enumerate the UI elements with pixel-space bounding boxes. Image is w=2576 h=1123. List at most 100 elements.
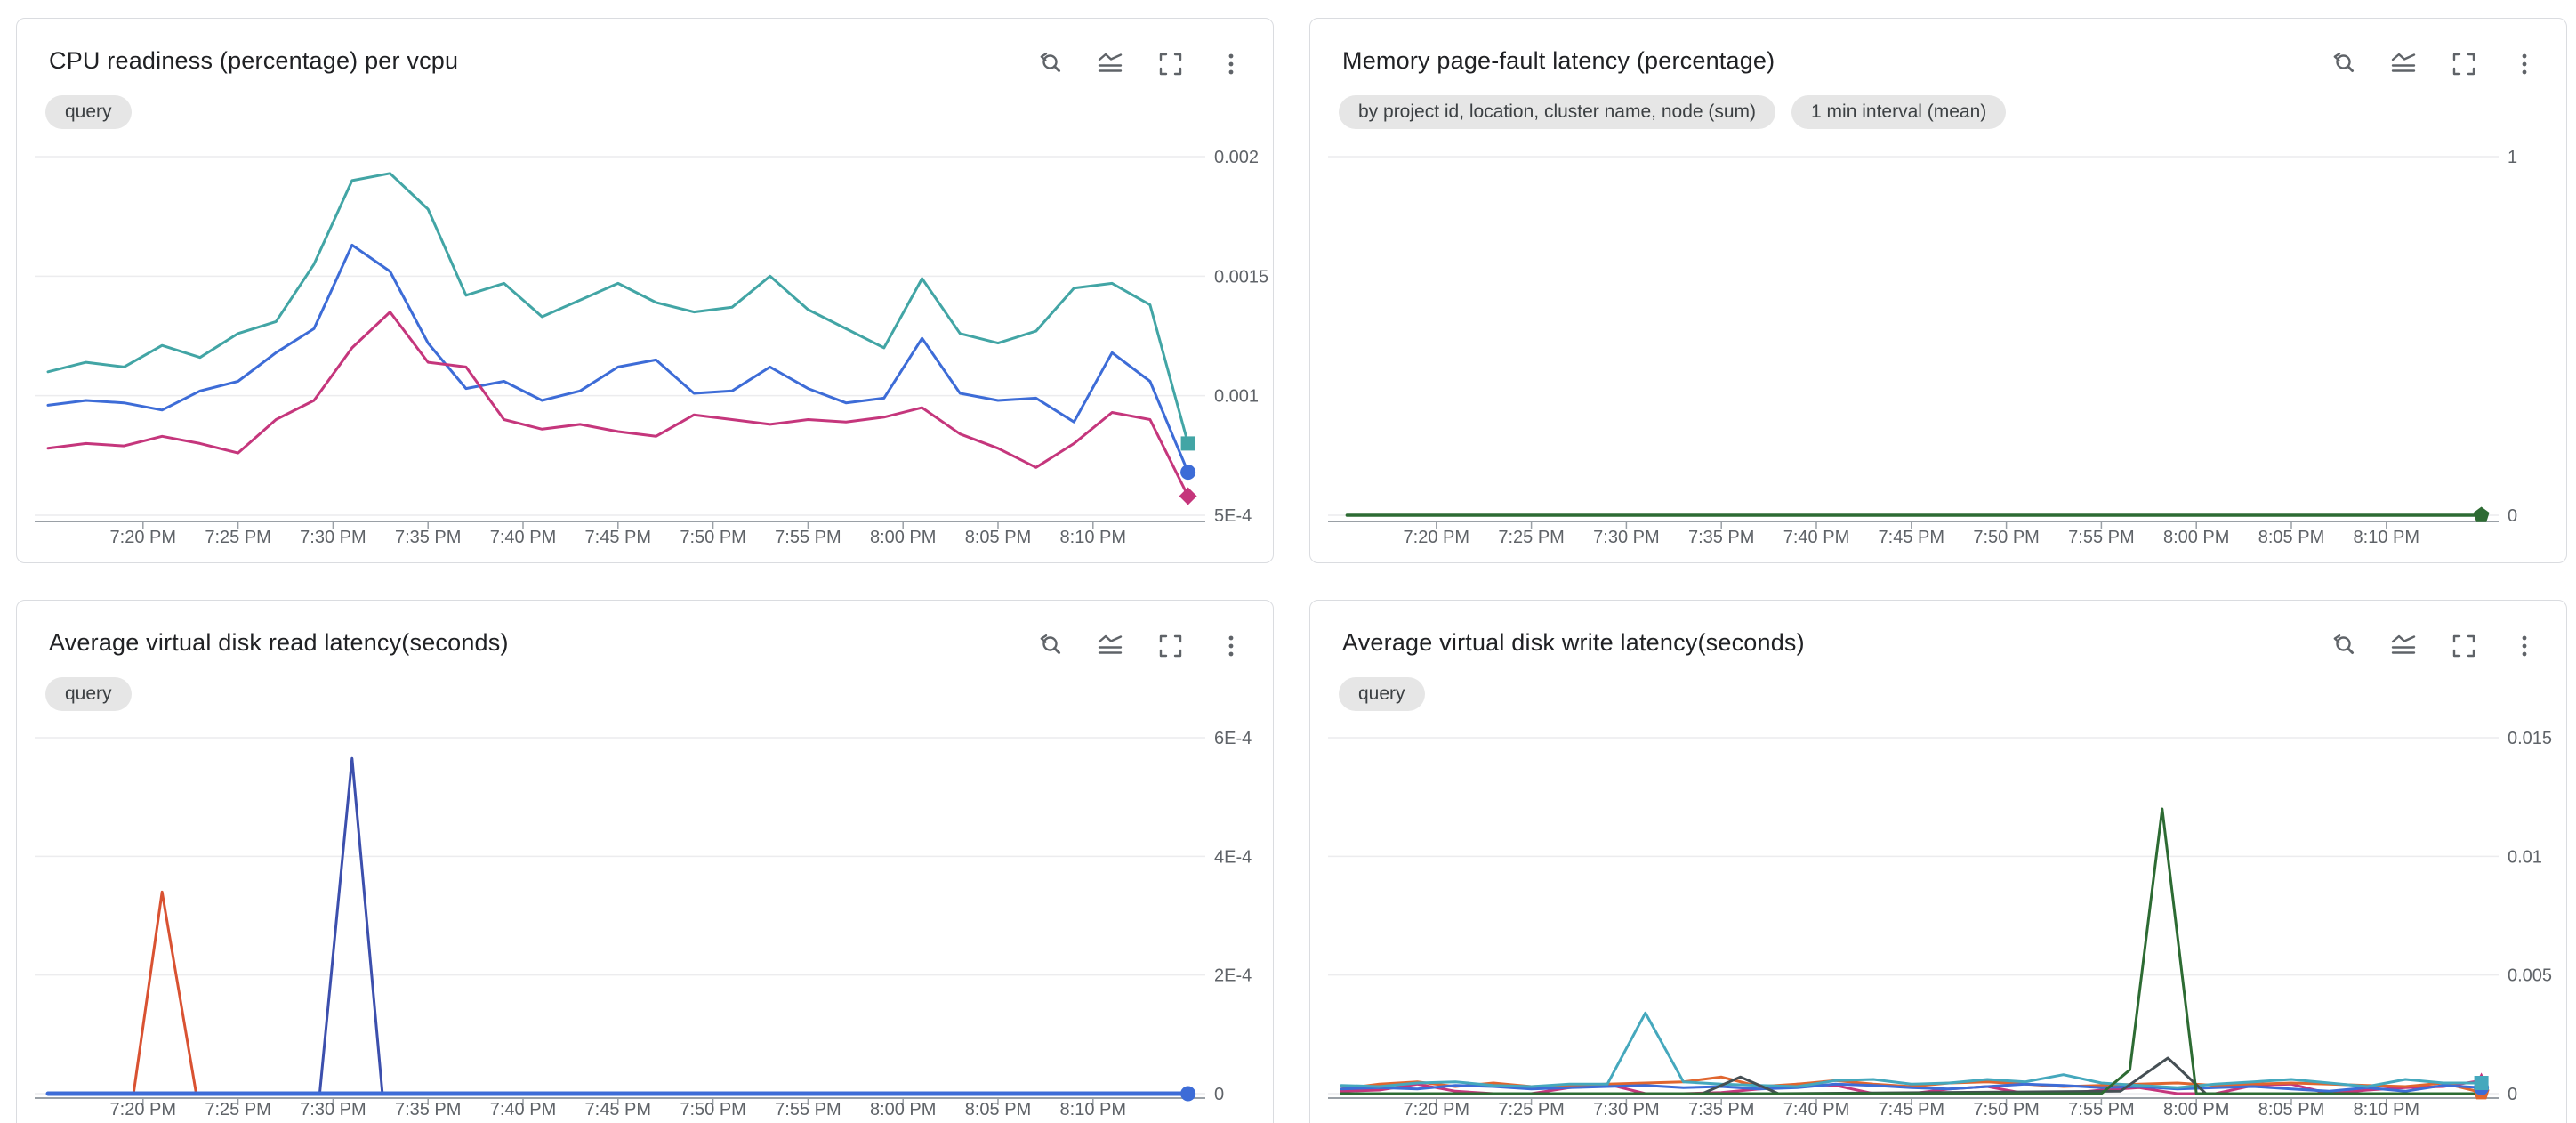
x-tick-label: 7:25 PM [205,528,270,547]
panel-toolbar [1034,631,1246,661]
zoom-reset-icon [2333,53,2354,72]
x-tick-label: 7:45 PM [585,1100,651,1119]
panel-disk-write-latency: 0.015 0.01 0.005 0 7:20 PM 7:25 PM 7:30 PM 7:35… [1309,600,2567,1123]
x-tick-label: 7:55 PM [2068,1100,2134,1119]
filter-chip[interactable]: query [45,95,132,129]
panel-cpu-readiness: 0.002 0.0015 0.001 5E-4 7:20 PM 7:25 PM 7:30 P… [16,18,1274,563]
zoom-reset-icon [1040,634,1060,654]
y-tick-label: 0 [2508,506,2517,526]
y-tick-label: 1 [2508,148,2517,167]
filter-chip[interactable]: 1 min interval (mean) [1791,95,2007,129]
x-tick-label: 8:05 PM [965,1100,1031,1119]
zoom-reset-icon [2333,634,2354,654]
series-line-series-green [1340,807,2483,1095]
y-tick-label: 5E-4 [1214,506,1252,526]
disk-write-latency-chart[interactable]: 0.015 0.01 0.005 0 7:20 PM 7:25 PM 7:30 PM 7:35… [1310,601,2568,1123]
chart-type-button[interactable] [2388,631,2419,661]
y-tick-label: 0.0015 [1214,267,1268,287]
y-tick-label: 0 [1214,1085,1224,1104]
zoom-reset-button[interactable] [2328,49,2358,79]
x-tick-label: 7:30 PM [1593,1100,1659,1119]
x-tick-label: 7:50 PM [680,1100,745,1119]
x-tick-label: 7:20 PM [110,528,176,547]
y-tick-label: 0.002 [1214,148,1259,167]
chart-type-button[interactable] [1095,49,1125,79]
fullscreen-button[interactable] [2449,631,2479,661]
x-tick-label: 7:25 PM [1498,528,1564,547]
fullscreen-button[interactable] [1155,49,1186,79]
more-options-icon [1228,635,1234,657]
x-tick-label: 7:45 PM [1879,1100,1944,1119]
panel-title: Average virtual disk read latency(second… [49,629,509,656]
x-tick-label: 7:45 PM [1879,528,1944,547]
y-tick-label: 0.001 [1214,387,1259,407]
x-tick-label: 7:25 PM [1498,1100,1564,1119]
x-tick-label: 8:00 PM [870,1100,936,1119]
x-tick-label: 8:00 PM [2163,528,2229,547]
fullscreen-button[interactable] [1155,631,1186,661]
panel-title: CPU readiness (percentage) per vcpu [49,47,459,74]
filter-chip[interactable]: query [1339,677,1425,711]
series-line-spike-indigo [46,756,1190,1095]
series-line-series-cyan [1340,1011,2483,1089]
series-line-series-1-teal [46,172,1190,445]
panel-title: Memory page-fault latency (percentage) [1342,47,1775,74]
y-tick-label: 6E-4 [1214,729,1252,748]
x-tick-label: 7:55 PM [775,1100,841,1119]
series-line-series-blue [1340,1082,2483,1093]
chart-type-button[interactable] [1095,631,1125,661]
panel-toolbar [1034,49,1246,79]
y-tick-label: 0.005 [2508,966,2552,986]
y-tick-label: 2E-4 [1214,966,1252,986]
chart-type-icon [1098,53,1123,72]
x-tick-label: 7:40 PM [1783,528,1849,547]
chip-row: query [45,95,132,129]
memory-page-fault-chart[interactable]: 1 0 7:20 PM 7:25 PM 7:30 PM 7:35 PM 7:40 PM 7:4… [1310,19,2568,564]
more-options-button[interactable] [2509,631,2540,661]
more-options-button[interactable] [1216,49,1246,79]
panel-memory-page-fault-latency: 1 0 7:20 PM 7:25 PM 7:30 PM 7:35 PM 7:40 PM 7:4… [1309,18,2567,563]
zoom-reset-button[interactable] [2328,631,2358,661]
fullscreen-button[interactable] [2449,49,2479,79]
chip-row: by project id, location, cluster name, n… [1339,95,2007,129]
y-tick-label: 0 [2508,1085,2517,1104]
cpu-readiness-chart[interactable]: 0.002 0.0015 0.001 5E-4 7:20 PM 7:25 PM 7:30 P… [17,19,1275,564]
panel-toolbar [2328,631,2540,661]
more-options-button[interactable] [1216,631,1246,661]
y-tick-label: 0.015 [2508,729,2552,748]
series-end-marker [1179,487,1197,505]
x-tick-label: 7:35 PM [1688,528,1754,547]
chip-row: query [1339,677,1425,711]
disk-read-latency-chart[interactable]: 6E-4 4E-4 2E-4 0 7:20 PM 7:25 PM 7:30 PM 7:35 P… [17,601,1275,1123]
filter-chip[interactable]: query [45,677,132,711]
x-tick-label: 8:10 PM [2354,1100,2419,1119]
fullscreen-icon [2452,634,2475,658]
x-tick-label: 7:30 PM [300,1100,366,1119]
x-tick-label: 7:20 PM [1404,1100,1469,1119]
series-end-marker [2474,1076,2489,1090]
zoom-reset-button[interactable] [1034,49,1065,79]
fullscreen-icon [1159,634,1182,658]
series-end-marker [1180,465,1196,481]
filter-chip[interactable]: by project id, location, cluster name, n… [1339,95,1776,129]
x-tick-label: 8:10 PM [1060,1100,1126,1119]
x-tick-label: 8:00 PM [870,528,936,547]
x-tick-label: 8:10 PM [1060,528,1126,547]
x-tick-label: 7:35 PM [395,1100,461,1119]
x-tick-label: 8:05 PM [965,528,1031,547]
panel-toolbar [2328,49,2540,79]
x-tick-label: 7:50 PM [680,528,745,547]
chart-type-button[interactable] [2388,49,2419,79]
fullscreen-icon [1159,53,1182,76]
x-tick-label: 7:30 PM [1593,528,1659,547]
x-tick-label: 7:45 PM [585,528,651,547]
zoom-reset-button[interactable] [1034,631,1065,661]
x-tick-label: 7:40 PM [1783,1100,1849,1119]
x-tick-label: 7:20 PM [1404,528,1469,547]
chart-type-icon [2391,634,2416,654]
x-tick-label: 8:10 PM [2354,528,2419,547]
x-tick-label: 7:55 PM [2068,528,2134,547]
more-options-button[interactable] [2509,49,2540,79]
x-tick-label: 7:50 PM [1973,528,2039,547]
x-tick-label: 7:35 PM [1688,1100,1754,1119]
